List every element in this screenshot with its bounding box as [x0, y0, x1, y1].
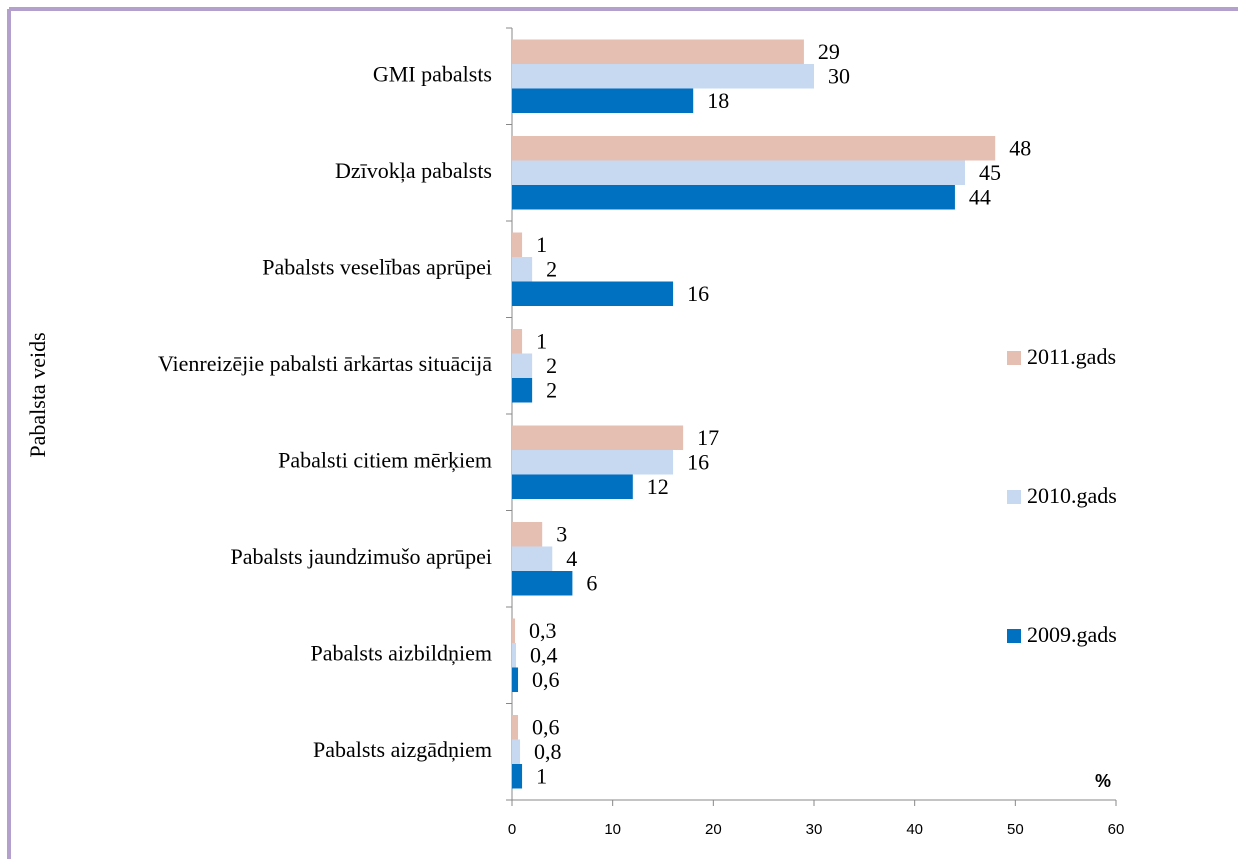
bar [512, 450, 674, 475]
bar [512, 474, 633, 499]
data-label: 0,4 [530, 642, 558, 667]
data-label: 1 [536, 328, 547, 353]
data-label: 44 [969, 184, 991, 209]
data-label: 45 [979, 160, 1001, 185]
x-tick-label: 10 [604, 821, 621, 838]
category-label: Pabalsts veselības aprūpei [262, 254, 492, 279]
legend-swatch [1007, 490, 1021, 504]
bar [512, 571, 573, 596]
x-axis-unit: % [1095, 771, 1111, 791]
legend-label: 2010.gads [1027, 483, 1117, 508]
bar [512, 232, 523, 257]
category-label: Dzīvokļa pabalsts [335, 158, 492, 183]
x-tick-label: 0 [508, 821, 516, 838]
x-tick-label: 60 [1108, 821, 1125, 838]
bar [512, 39, 804, 64]
bar [512, 618, 516, 643]
x-tick-label: 40 [906, 821, 923, 838]
legend-swatch [1007, 629, 1021, 643]
bar [512, 546, 553, 571]
category-label: Pabalsts jaundzimušo aprūpei [230, 544, 492, 569]
bar [512, 353, 533, 378]
bar [512, 257, 533, 282]
bar [512, 136, 996, 161]
bar [512, 378, 533, 403]
bar [512, 667, 519, 692]
bar [512, 522, 543, 547]
data-label: 2 [546, 256, 557, 281]
data-label: 6 [586, 570, 597, 595]
category-label: GMI pabalsts [373, 61, 492, 86]
legend-label: 2011.gads [1027, 344, 1116, 369]
bar [512, 764, 523, 789]
bar [512, 185, 955, 210]
bar [512, 64, 814, 89]
bar [512, 281, 674, 306]
bar [512, 329, 523, 354]
data-label: 0,8 [534, 739, 562, 764]
data-label: 48 [1009, 135, 1031, 160]
bar [512, 739, 521, 764]
data-label: 2 [546, 377, 557, 402]
data-label: 1 [536, 763, 547, 788]
legend-swatch [1007, 351, 1021, 365]
bar [512, 88, 694, 113]
bar [512, 425, 684, 450]
category-label: Vienreizējie pabalsti ārkārtas situācijā [158, 351, 492, 376]
bar [512, 715, 519, 740]
category-label: Pabalsti citiem mērķiem [278, 447, 492, 472]
data-label: 16 [687, 281, 709, 306]
category-label: Pabalsts aizbildņiem [311, 640, 492, 665]
data-label: 0,6 [532, 667, 560, 692]
data-label: 3 [556, 521, 567, 546]
data-label: 0,6 [532, 714, 560, 739]
data-label: 30 [828, 63, 850, 88]
y-axis-title: Pabalsta veids [25, 332, 50, 457]
x-tick-label: 30 [806, 821, 823, 838]
data-label: 2 [546, 353, 557, 378]
data-label: 1 [536, 232, 547, 257]
x-tick-label: 20 [705, 821, 722, 838]
legend-label: 2009.gads [1027, 622, 1117, 647]
x-tick-label: 50 [1007, 821, 1024, 838]
bar [512, 643, 517, 668]
category-label: Pabalsts aizgādņiem [313, 737, 492, 762]
data-label: 29 [818, 39, 840, 64]
bar [512, 160, 965, 185]
data-label: 4 [566, 546, 577, 571]
data-label: 17 [697, 425, 719, 450]
data-label: 18 [707, 88, 729, 113]
data-label: 12 [647, 474, 669, 499]
data-label: 0,3 [529, 618, 557, 643]
data-label: 16 [687, 449, 709, 474]
